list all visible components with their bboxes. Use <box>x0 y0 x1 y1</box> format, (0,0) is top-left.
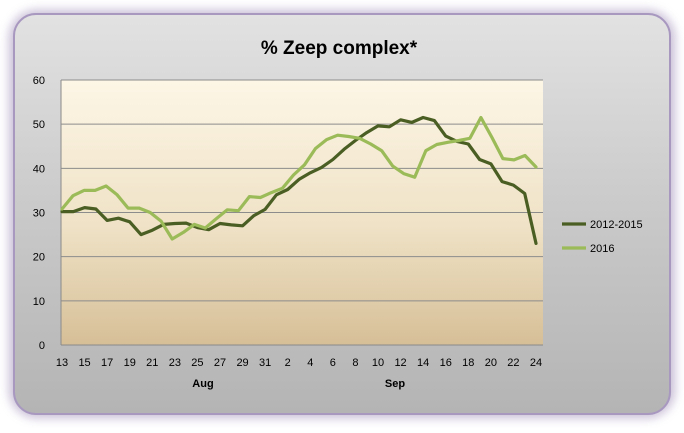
x-tick-label: 27 <box>214 357 226 369</box>
y-tick-label: 40 <box>33 163 45 175</box>
x-tick-label: 2 <box>285 357 291 369</box>
x-tick-label: 20 <box>485 357 497 369</box>
y-tick-label: 10 <box>33 296 45 308</box>
y-tick-label: 0 <box>39 340 45 352</box>
x-tick-label: 8 <box>352 357 358 369</box>
y-tick-label: 60 <box>33 75 45 87</box>
chart-title: % Zeep complex* <box>261 38 418 59</box>
x-tick-label: 31 <box>259 357 271 369</box>
legend-label-2016: 2016 <box>590 243 614 255</box>
x-tick-label: 29 <box>236 357 248 369</box>
grid-layer <box>60 79 543 346</box>
y-tick-label: 50 <box>33 119 45 131</box>
x-tick-label: 17 <box>101 357 113 369</box>
legend: 2012-2015 2016 <box>562 219 643 255</box>
month-labels: Aug Sep <box>192 378 405 390</box>
x-tick-label: 19 <box>124 357 136 369</box>
x-tick-label: 15 <box>78 357 90 369</box>
x-tick-label: 6 <box>330 357 336 369</box>
x-tick-label: 12 <box>394 357 406 369</box>
x-tick-label: 22 <box>507 357 519 369</box>
y-tick-label: 20 <box>33 252 45 264</box>
x-tick-label: 14 <box>417 357 429 369</box>
x-tick-label: 10 <box>372 357 384 369</box>
month-label-sep: Sep <box>385 378 405 390</box>
legend-label-2012-2015: 2012-2015 <box>590 219 643 231</box>
series-line-2016 <box>60 115 538 241</box>
series-layer <box>60 115 538 245</box>
x-tick-label: 25 <box>191 357 203 369</box>
x-axis-ticks: 13 15 17 19 21 23 25 27 29 31 2 4 6 8 10 12 14 16 18 20 22 24 <box>56 357 542 369</box>
x-tick-label: 21 <box>146 357 158 369</box>
x-tick-label: 23 <box>169 357 181 369</box>
month-label-aug: Aug <box>192 378 213 390</box>
x-tick-label: 24 <box>530 357 542 369</box>
x-tick-label: 4 <box>307 357 313 369</box>
y-tick-label: 30 <box>33 208 45 220</box>
x-tick-label: 18 <box>462 357 474 369</box>
x-tick-label: 13 <box>56 357 68 369</box>
x-tick-label: 16 <box>440 357 452 369</box>
y-axis-ticks: 0 10 20 30 40 50 60 <box>33 75 45 352</box>
